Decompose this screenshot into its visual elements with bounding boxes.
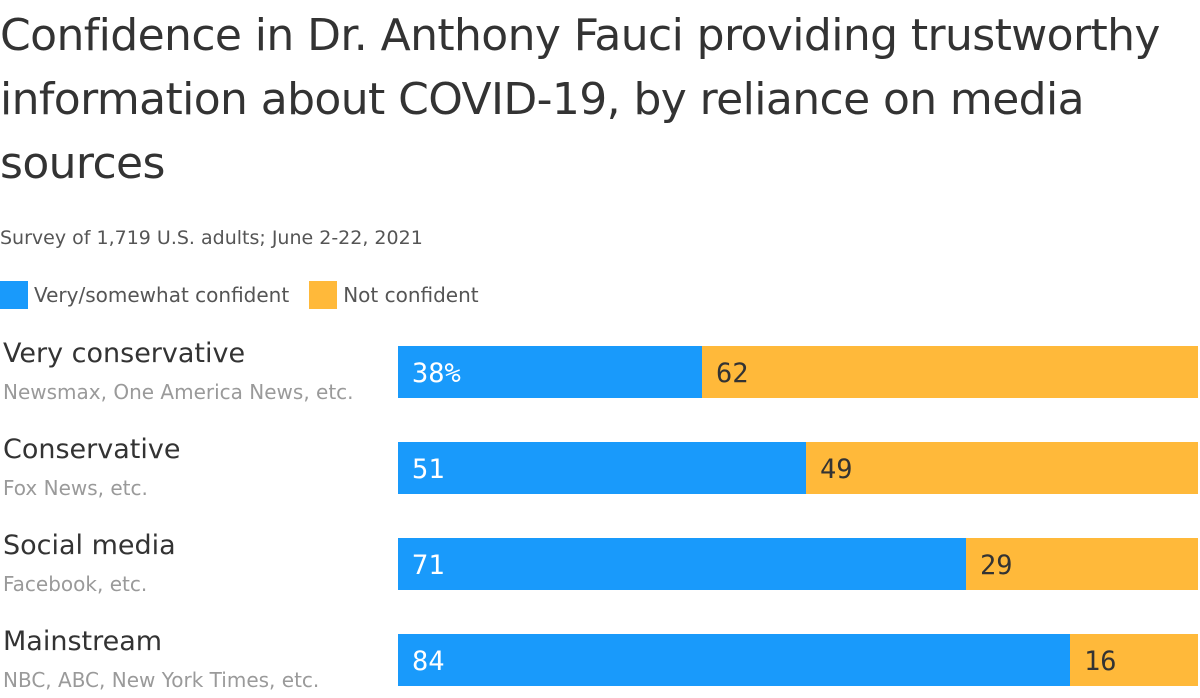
legend-item-not-confident: Not confident xyxy=(309,281,479,309)
category-label: Very conservative xyxy=(3,338,245,369)
chart-subtitle: Survey of 1,719 U.S. adults; June 2-22, … xyxy=(0,227,423,249)
category-label: Social media xyxy=(3,530,176,561)
legend-label-not-confident: Not confident xyxy=(343,283,479,307)
value-label-not-confident: 16 xyxy=(1084,646,1117,677)
bar-not-confident xyxy=(966,538,1198,590)
value-label-confident: 38% xyxy=(412,358,461,389)
bar-confident xyxy=(398,538,966,590)
bar-confident xyxy=(398,346,702,398)
legend-item-confident: Very/somewhat confident xyxy=(0,281,289,309)
legend-swatch-confident xyxy=(0,281,28,309)
value-label-confident: 51 xyxy=(412,454,445,485)
bar-not-confident xyxy=(702,346,1198,398)
value-label-not-confident: 62 xyxy=(716,358,749,389)
category-note: Fox News, etc. xyxy=(3,476,148,500)
bar-confident xyxy=(398,442,806,494)
value-label-confident: 84 xyxy=(412,646,445,677)
category-note: Facebook, etc. xyxy=(3,572,147,596)
legend: Very/somewhat confident Not confident xyxy=(0,281,499,309)
category-label: Conservative xyxy=(3,434,180,465)
legend-label-confident: Very/somewhat confident xyxy=(34,283,290,307)
category-note: NBC, ABC, New York Times, etc. xyxy=(3,668,319,692)
value-label-not-confident: 29 xyxy=(980,550,1013,581)
bar-not-confident xyxy=(806,442,1198,494)
value-label-not-confident: 49 xyxy=(820,454,853,485)
chart-title: Confidence in Dr. Anthony Fauci providin… xyxy=(0,10,1160,189)
bar-not-confident xyxy=(1070,634,1198,686)
bar-confident xyxy=(398,634,1070,686)
value-label-confident: 71 xyxy=(412,550,445,581)
category-label: Mainstream xyxy=(3,626,162,657)
category-note: Newsmax, One America News, etc. xyxy=(3,380,354,404)
legend-swatch-not-confident xyxy=(309,281,338,309)
